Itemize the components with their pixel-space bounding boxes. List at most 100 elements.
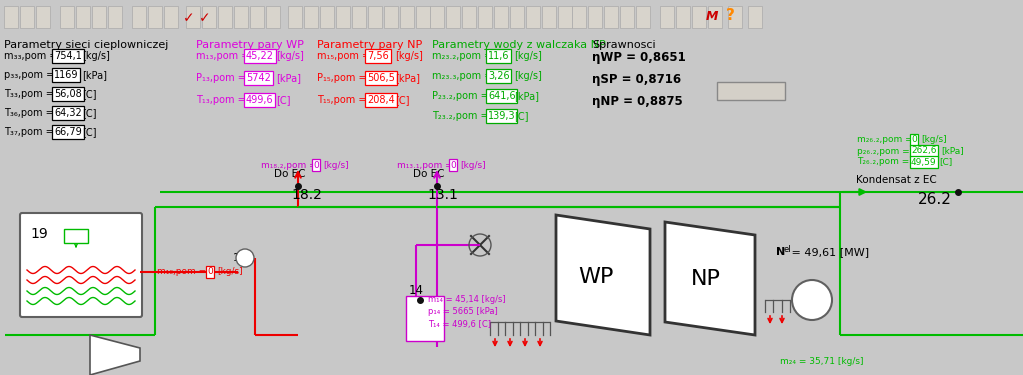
FancyBboxPatch shape — [288, 6, 302, 28]
FancyBboxPatch shape — [60, 6, 74, 28]
Text: 208,4: 208,4 — [367, 95, 395, 105]
FancyBboxPatch shape — [588, 6, 602, 28]
Text: Parametry pary NP: Parametry pary NP — [317, 40, 422, 50]
Text: 3,26: 3,26 — [488, 71, 509, 81]
Text: ηNP = 0,8875: ηNP = 0,8875 — [592, 96, 682, 108]
FancyBboxPatch shape — [572, 6, 586, 28]
Text: ✓: ✓ — [199, 11, 211, 25]
Text: m₂₄ = 35,71 [kg/s]: m₂₄ = 35,71 [kg/s] — [780, 357, 863, 366]
FancyBboxPatch shape — [542, 6, 555, 28]
Text: M: M — [706, 9, 718, 22]
FancyBboxPatch shape — [478, 6, 492, 28]
Text: 641,6: 641,6 — [488, 91, 516, 101]
Circle shape — [236, 249, 254, 267]
FancyBboxPatch shape — [250, 6, 264, 28]
Text: 26.2: 26.2 — [918, 192, 951, 207]
Text: [C]: [C] — [82, 108, 96, 118]
Text: m₁₃,pom =: m₁₃,pom = — [196, 51, 250, 61]
Text: ηSP = 0,8716: ηSP = 0,8716 — [592, 74, 681, 87]
Circle shape — [792, 280, 832, 320]
Text: m₃₃,pom =: m₃₃,pom = — [4, 51, 57, 61]
Text: [kg/s]: [kg/s] — [460, 160, 486, 170]
Text: Parametry sieci cieplowniczej: Parametry sieci cieplowniczej — [4, 40, 169, 50]
Polygon shape — [665, 222, 755, 335]
Text: [kPa]: [kPa] — [395, 73, 420, 83]
FancyBboxPatch shape — [132, 6, 146, 28]
Text: Kondensat z EC: Kondensat z EC — [856, 175, 937, 185]
FancyBboxPatch shape — [320, 6, 333, 28]
Text: Do EC: Do EC — [274, 169, 306, 179]
Text: 66,79: 66,79 — [54, 127, 82, 137]
Text: T₁₄ = 499,6 [C]: T₁₄ = 499,6 [C] — [428, 320, 491, 328]
Text: [kg/s]: [kg/s] — [276, 51, 304, 61]
Text: [kg/s]: [kg/s] — [323, 160, 349, 170]
FancyBboxPatch shape — [164, 6, 178, 28]
Text: 506,5: 506,5 — [367, 73, 395, 83]
Bar — [406, 296, 444, 341]
FancyBboxPatch shape — [234, 6, 248, 28]
Text: 31: 31 — [113, 348, 129, 360]
Text: T₂₆.₂,pom =: T₂₆.₂,pom = — [857, 158, 909, 166]
FancyBboxPatch shape — [728, 6, 742, 28]
Text: 0: 0 — [313, 160, 319, 170]
Text: ?: ? — [725, 9, 735, 24]
FancyBboxPatch shape — [384, 6, 398, 28]
Text: 7,56: 7,56 — [367, 51, 389, 61]
FancyBboxPatch shape — [660, 6, 674, 28]
Text: 11,6: 11,6 — [488, 51, 509, 61]
FancyBboxPatch shape — [620, 6, 634, 28]
FancyBboxPatch shape — [218, 6, 232, 28]
Text: [kPa]: [kPa] — [941, 147, 964, 156]
Text: 56,08: 56,08 — [54, 89, 82, 99]
Text: ηWP = 0,8651: ηWP = 0,8651 — [592, 51, 685, 64]
Text: ✓: ✓ — [183, 11, 194, 25]
Text: [kg/s]: [kg/s] — [82, 51, 109, 61]
Text: [kPa]: [kPa] — [514, 91, 539, 101]
Text: 499,6: 499,6 — [246, 95, 273, 105]
Text: [kg/s]: [kg/s] — [217, 267, 242, 276]
Text: ~: ~ — [804, 291, 820, 309]
Text: m₂₃.₂,pom =: m₂₃.₂,pom = — [432, 51, 492, 61]
FancyBboxPatch shape — [20, 6, 34, 28]
FancyBboxPatch shape — [92, 6, 106, 28]
Text: [C]: [C] — [514, 111, 529, 121]
Text: 13.1: 13.1 — [427, 188, 458, 202]
Text: Parametry wody z walczaka NP: Parametry wody z walczaka NP — [432, 40, 606, 50]
Text: Sprawnosci: Sprawnosci — [592, 40, 656, 50]
FancyBboxPatch shape — [416, 6, 430, 28]
FancyBboxPatch shape — [148, 6, 162, 28]
Text: m₁₄ = 45,14 [kg/s]: m₁₄ = 45,14 [kg/s] — [428, 296, 505, 304]
FancyBboxPatch shape — [430, 6, 444, 28]
Polygon shape — [555, 215, 650, 335]
Text: [C]: [C] — [82, 127, 96, 137]
FancyBboxPatch shape — [202, 6, 216, 28]
Text: [kg/s]: [kg/s] — [921, 135, 946, 144]
FancyBboxPatch shape — [76, 6, 90, 28]
FancyBboxPatch shape — [526, 6, 540, 28]
Text: 64,32: 64,32 — [54, 108, 82, 118]
Text: [kPa]: [kPa] — [276, 73, 301, 83]
FancyBboxPatch shape — [266, 6, 280, 28]
Text: [C]: [C] — [276, 95, 291, 105]
Text: 0: 0 — [911, 135, 917, 144]
FancyBboxPatch shape — [462, 6, 476, 28]
Text: 49,59: 49,59 — [911, 158, 937, 166]
Text: 0: 0 — [207, 267, 213, 276]
FancyBboxPatch shape — [186, 6, 201, 28]
Text: 0: 0 — [450, 160, 456, 170]
Text: [C]: [C] — [939, 158, 952, 166]
FancyBboxPatch shape — [352, 6, 366, 28]
Text: [kg/s]: [kg/s] — [514, 71, 542, 81]
Text: T₃₆,pom =: T₃₆,pom = — [4, 108, 54, 118]
Text: 19: 19 — [30, 227, 48, 241]
Text: N: N — [776, 247, 786, 257]
Text: P₁₅,pom =: P₁₅,pom = — [317, 73, 366, 83]
FancyBboxPatch shape — [400, 6, 414, 28]
FancyBboxPatch shape — [676, 6, 690, 28]
Text: m₁₈,pom =: m₁₈,pom = — [157, 267, 206, 276]
FancyBboxPatch shape — [558, 6, 572, 28]
Text: p₃₃,pom =: p₃₃,pom = — [4, 70, 54, 80]
Text: = 49,61 [MW]: = 49,61 [MW] — [788, 247, 870, 257]
FancyBboxPatch shape — [748, 6, 762, 28]
Text: Parametry pary WP: Parametry pary WP — [196, 40, 304, 50]
